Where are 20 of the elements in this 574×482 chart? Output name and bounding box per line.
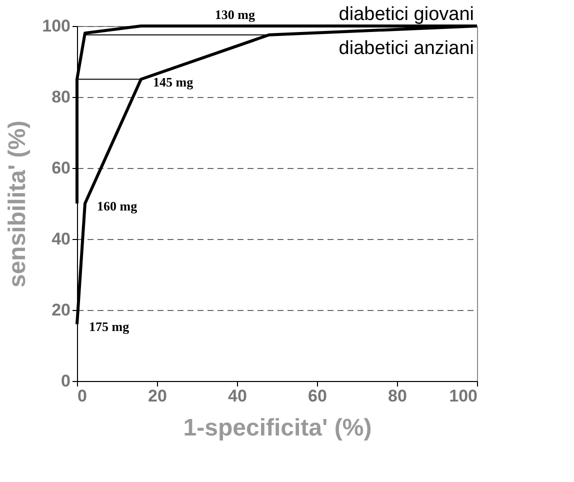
x-tick-label: 20 [148, 386, 167, 406]
y-tick-label: 80 [52, 88, 70, 106]
annotation: 130 mg [214, 6, 256, 22]
y-tick-label: 0 [61, 372, 70, 390]
annotation: 145 mg [153, 74, 194, 90]
x-tick-label: 40 [228, 386, 247, 406]
x-tick-label: 80 [388, 386, 407, 406]
y-tick-label: 20 [52, 300, 70, 320]
y-tick-label: 100 [42, 16, 70, 36]
y-axis-title: sensibilita' (%) [4, 120, 32, 288]
x-tick-label: 0 [78, 386, 87, 406]
series-label: diabetici giovani [338, 4, 474, 25]
y-tick-label: 60 [52, 158, 70, 178]
x-axis-title: 1-specificita' (%) [183, 414, 372, 442]
annotation: 175 mg [89, 319, 130, 334]
annotation: 160 mg [97, 198, 138, 214]
x-tick-label: 60 [308, 386, 327, 406]
y-tick-label: 40 [52, 230, 70, 248]
series-label: diabetici anziani [338, 38, 474, 59]
x-tick-label: 100 [449, 386, 478, 406]
